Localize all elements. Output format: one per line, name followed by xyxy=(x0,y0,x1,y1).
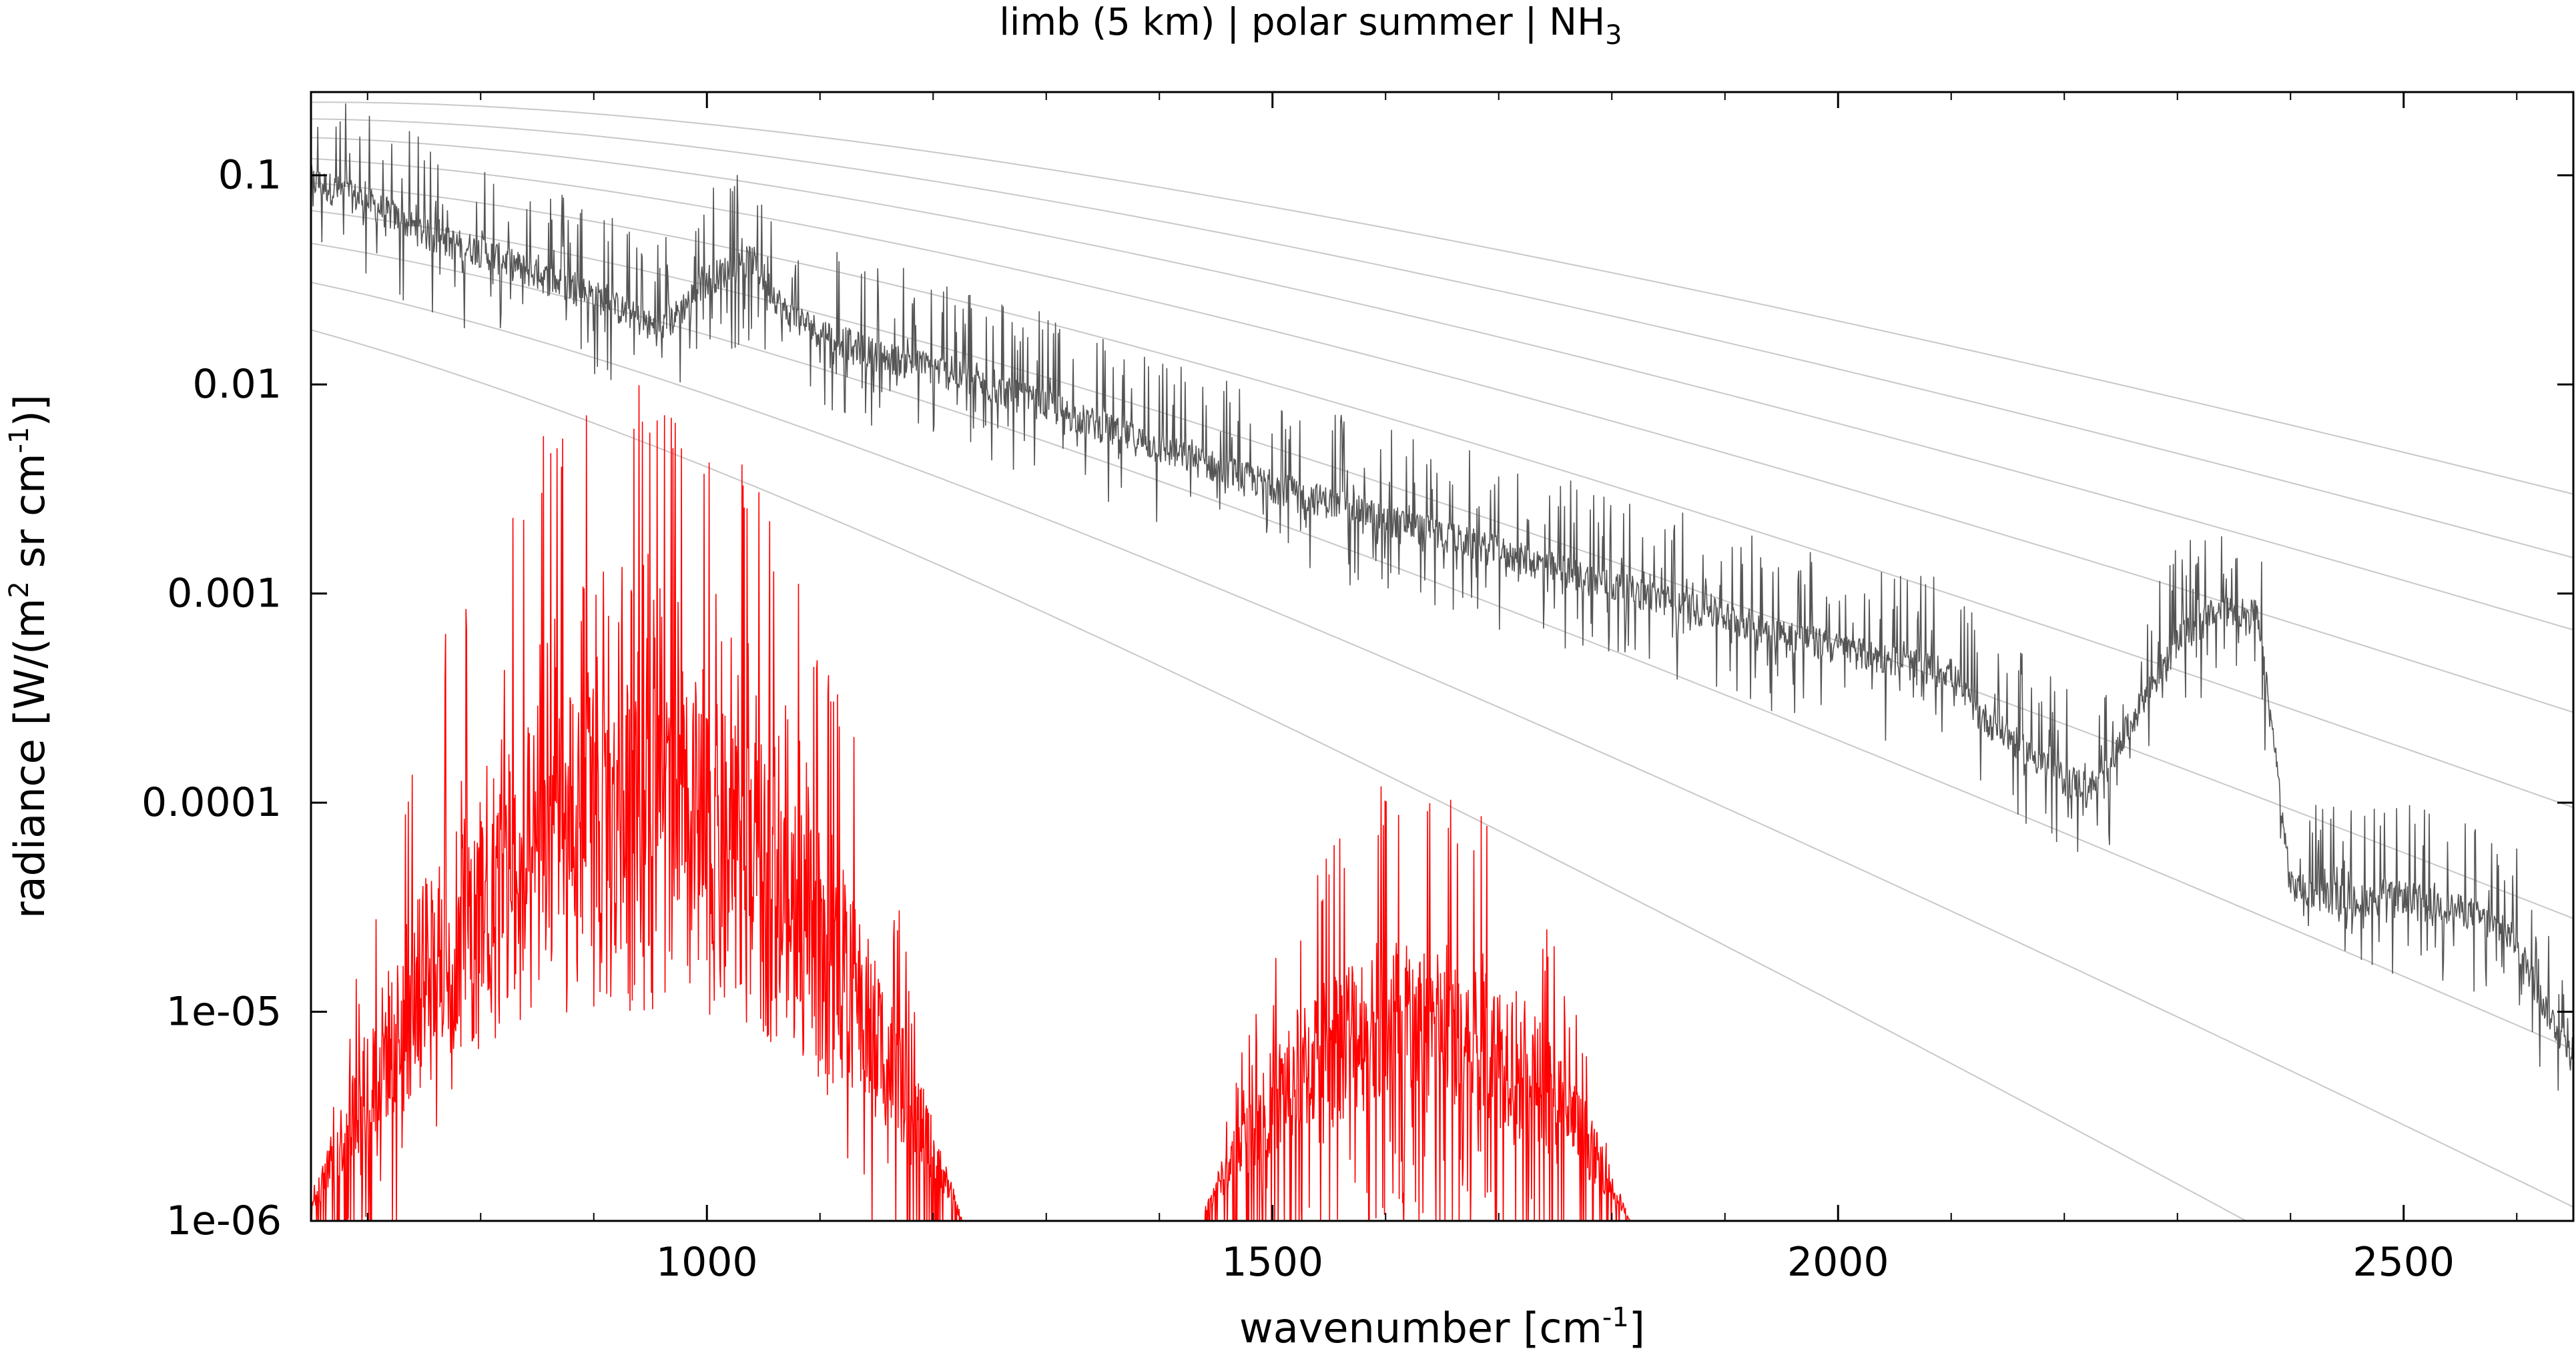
y-tick-label: 0.001 xyxy=(167,570,282,617)
red-spectrum-band xyxy=(311,385,968,1221)
x-tick-label: 1000 xyxy=(656,1239,758,1286)
y-tick-label: 0.01 xyxy=(192,361,282,408)
planck-reference-curves xyxy=(311,101,2573,1221)
y-tick-label: 0.1 xyxy=(218,152,282,199)
planck-curve xyxy=(311,242,2573,1051)
y-tick-label: 1e-06 xyxy=(166,1198,282,1244)
x-tick-label: 2000 xyxy=(1787,1239,1889,1286)
planck-curve xyxy=(311,209,2573,919)
x-tick-label: 2500 xyxy=(2352,1239,2455,1286)
planck-curve xyxy=(311,282,2573,1208)
x-axis-label: wavenumber [cm-1] xyxy=(1239,1302,1645,1352)
planck-curve xyxy=(311,101,2573,495)
y-tick-label: 0.0001 xyxy=(141,779,282,826)
planck-curve xyxy=(311,118,2573,558)
series-red-spectrum xyxy=(311,385,1635,1221)
series-gray-spectrum xyxy=(311,103,2573,1091)
y-axis-label: radiance [W/(m2 sr cm-1)] xyxy=(4,394,54,919)
y-axis: 1e-06 1e-05 0.0001 0.001 0.01 0.1 xyxy=(141,152,2573,1244)
x-tick-label: 1500 xyxy=(1221,1239,1323,1286)
gray-spectrum-line xyxy=(311,103,2573,1091)
x-axis: 1000 1500 2000 2500 xyxy=(366,92,2518,1286)
red-spectrum-band xyxy=(1204,786,1635,1221)
planck-curve xyxy=(311,329,2248,1221)
chart-title: limb (5 km) | polar summer | NH3 xyxy=(999,1,1622,51)
plot-frame xyxy=(310,91,2575,1222)
planck-curve xyxy=(311,181,2573,809)
planck-curve xyxy=(311,137,2573,631)
y-tick-label: 1e-05 xyxy=(166,989,282,1035)
